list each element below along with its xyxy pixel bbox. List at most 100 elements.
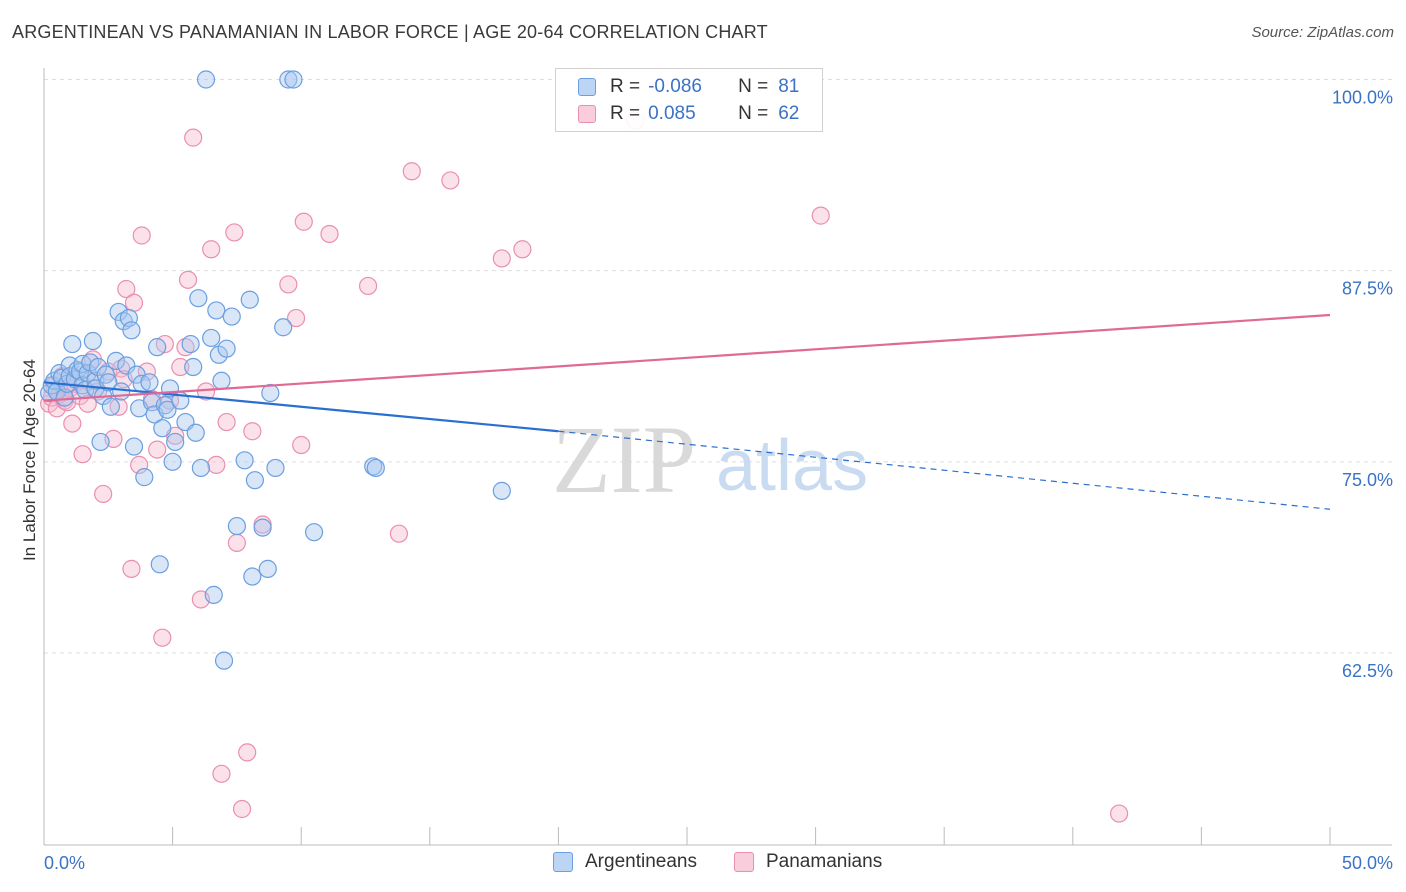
data-point-panamanian[interactable] (358, 276, 378, 296)
data-point-panamanian[interactable] (94, 484, 113, 504)
data-point-argentinean[interactable] (184, 357, 203, 377)
x-tick-label-max: 50.0% (1342, 853, 1393, 873)
data-point-panamanian[interactable] (178, 270, 198, 289)
series-legend-argentineans[interactable]: Argentineans (553, 851, 697, 873)
data-point-argentinean[interactable] (109, 302, 128, 322)
data-point-argentinean[interactable] (112, 382, 131, 401)
data-point-argentinean[interactable] (158, 400, 177, 419)
data-point-argentinean[interactable] (279, 70, 298, 89)
data-point-panamanian[interactable] (217, 412, 236, 432)
data-point-argentinean[interactable] (181, 334, 200, 354)
data-point-panamanian[interactable] (1109, 804, 1129, 823)
data-point-panamanian[interactable] (402, 162, 421, 181)
data-point-argentinean[interactable] (63, 334, 82, 354)
data-point-panamanian[interactable] (811, 206, 830, 225)
data-point-panamanian[interactable] (184, 128, 203, 147)
data-point-argentinean[interactable] (78, 364, 97, 383)
data-point-argentinean[interactable] (186, 423, 205, 442)
data-point-argentinean[interactable] (253, 518, 272, 537)
data-point-argentinean[interactable] (258, 559, 277, 578)
data-point-panamanian[interactable] (78, 394, 97, 413)
data-point-panamanian[interactable] (207, 455, 226, 474)
data-point-argentinean[interactable] (122, 321, 141, 340)
data-point-argentinean[interactable] (191, 458, 210, 478)
legend-row-panamanians: R = 0.085 N = 62 (578, 102, 799, 126)
data-point-argentinean[interactable] (266, 458, 285, 478)
data-point-argentinean[interactable] (101, 397, 120, 416)
data-point-argentinean[interactable] (366, 458, 385, 478)
data-point-argentinean[interactable] (274, 318, 293, 337)
data-point-panamanian[interactable] (292, 435, 311, 455)
data-point-panamanian[interactable] (279, 275, 298, 294)
data-point-argentinean[interactable] (135, 468, 154, 487)
data-point-argentinean[interactable] (235, 451, 254, 470)
data-point-argentinean[interactable] (212, 371, 231, 390)
data-point-panamanian[interactable] (243, 422, 262, 441)
data-point-argentinean[interactable] (214, 651, 234, 670)
data-point-argentinean[interactable] (55, 388, 74, 407)
data-point-argentinean[interactable] (217, 339, 236, 358)
data-point-argentinean[interactable] (222, 307, 241, 326)
data-point-argentinean[interactable] (106, 351, 126, 370)
data-point-panamanian[interactable] (171, 357, 190, 377)
data-point-argentinean[interactable] (88, 357, 108, 377)
data-point-panamanian[interactable] (320, 224, 339, 244)
data-point-argentinean[interactable] (163, 452, 182, 471)
data-point-argentinean[interactable] (153, 419, 172, 438)
data-point-panamanian[interactable] (389, 524, 409, 543)
correlation-legend: R = -0.086 N = 81 R = 0.085 N = 62 (555, 68, 823, 132)
data-point-panamanian[interactable] (225, 223, 244, 242)
data-point-panamanian[interactable] (73, 445, 92, 464)
data-point-argentinean[interactable] (140, 373, 159, 392)
data-point-argentinean[interactable] (202, 328, 221, 348)
data-point-argentinean[interactable] (99, 373, 118, 392)
data-point-panamanian[interactable] (124, 293, 144, 312)
data-point-argentinean[interactable] (150, 555, 169, 574)
data-point-argentinean[interactable] (240, 290, 259, 309)
data-point-argentinean[interactable] (124, 437, 144, 456)
data-point-argentinean[interactable] (91, 432, 110, 452)
data-point-argentinean[interactable] (304, 523, 324, 542)
data-point-panamanian[interactable] (513, 240, 532, 259)
data-point-argentinean[interactable] (189, 289, 208, 308)
data-point-panamanian[interactable] (492, 249, 511, 268)
data-point-panamanian[interactable] (232, 799, 252, 819)
data-point-argentinean[interactable] (243, 567, 262, 586)
legend-swatch-blue (578, 78, 596, 96)
data-point-panamanian[interactable] (202, 240, 221, 259)
legend-r-value: -0.086 (648, 76, 702, 97)
data-point-panamanian[interactable] (238, 743, 257, 762)
data-point-panamanian[interactable] (109, 397, 128, 416)
legend-row-argentineans: R = -0.086 N = 81 (578, 75, 799, 99)
data-point-panamanian[interactable] (122, 559, 141, 578)
data-point-panamanian[interactable] (153, 628, 172, 647)
y-tick-label: 100.0% (1332, 88, 1393, 108)
data-point-argentinean[interactable] (207, 301, 226, 320)
data-point-panamanian[interactable] (441, 171, 460, 190)
legend-n-value: 62 (778, 103, 800, 124)
legend-r-value: 0.085 (648, 103, 696, 124)
data-point-panamanian[interactable] (63, 414, 82, 433)
series-swatch-blue (553, 852, 573, 872)
data-point-panamanian[interactable] (294, 212, 313, 231)
data-point-argentinean[interactable] (492, 481, 511, 500)
series-legend-panamanians[interactable]: Panamanians (734, 851, 882, 873)
data-point-argentinean[interactable] (73, 354, 92, 374)
data-point-panamanian[interactable] (227, 533, 246, 552)
data-point-argentinean[interactable] (148, 338, 167, 357)
data-point-argentinean[interactable] (227, 516, 246, 536)
data-point-panamanian[interactable] (132, 226, 151, 245)
data-point-argentinean[interactable] (284, 70, 303, 89)
data-point-argentinean[interactable] (83, 331, 102, 351)
data-point-argentinean[interactable] (245, 471, 265, 490)
data-point-panamanian[interactable] (212, 764, 231, 783)
data-point-argentinean[interactable] (114, 312, 133, 331)
data-point-argentinean[interactable] (204, 585, 223, 604)
data-point-panamanian[interactable] (148, 440, 167, 459)
data-point-argentinean[interactable] (196, 70, 216, 89)
data-point-panamanian[interactable] (117, 279, 136, 299)
data-point-panamanian[interactable] (286, 308, 306, 328)
data-point-panamanian[interactable] (176, 338, 195, 357)
data-point-argentinean[interactable] (117, 356, 136, 375)
data-point-argentinean[interactable] (166, 432, 185, 452)
